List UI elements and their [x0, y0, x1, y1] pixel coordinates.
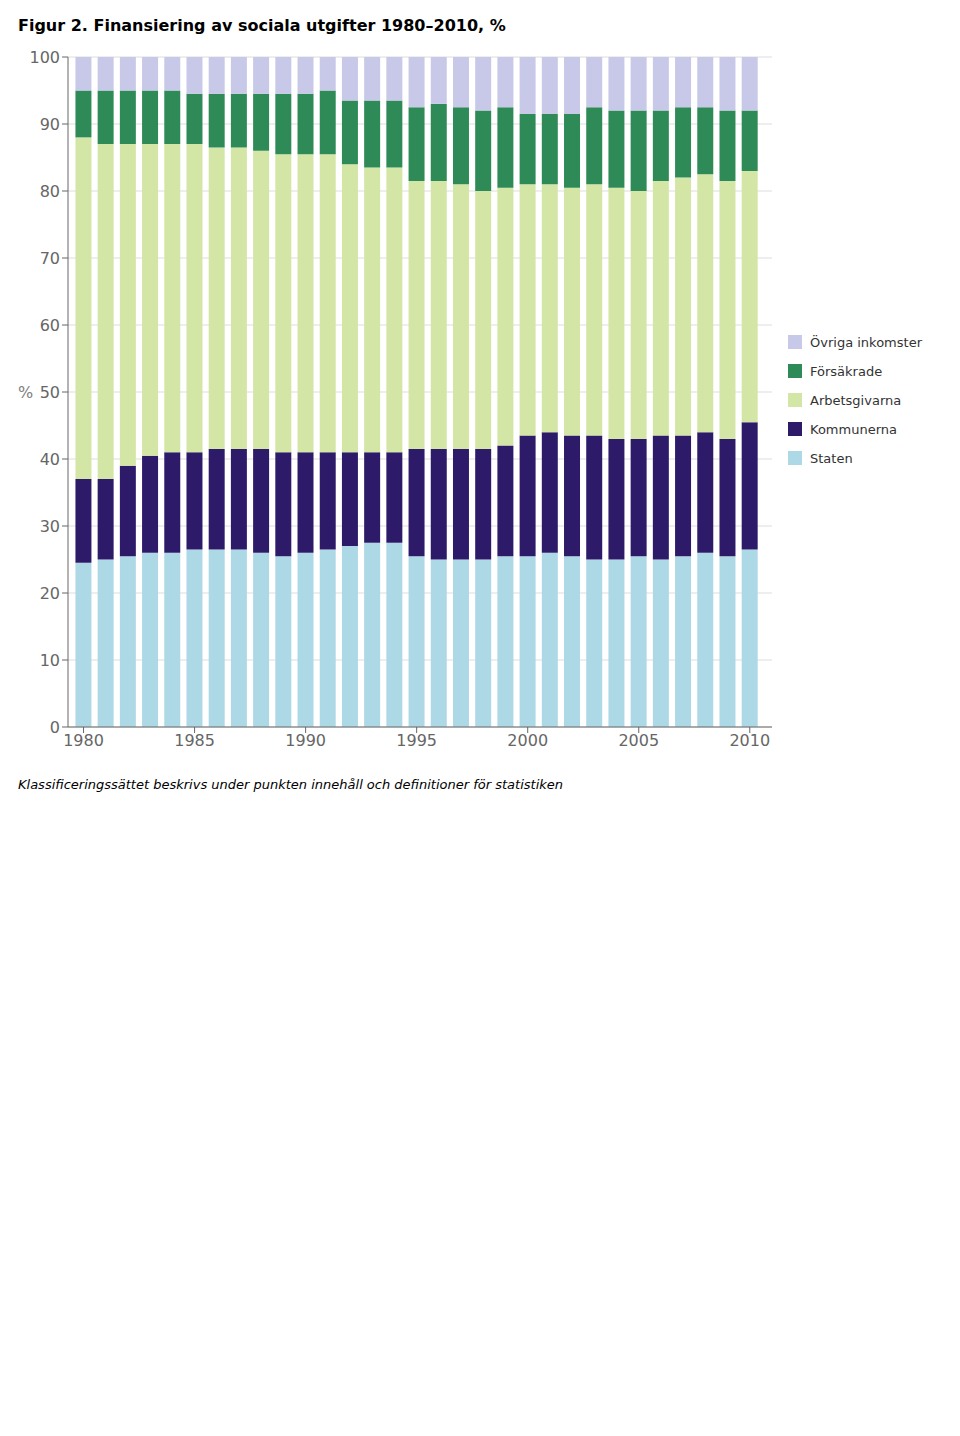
svg-text:50: 50: [40, 383, 60, 402]
svg-text:90: 90: [40, 115, 60, 134]
svg-text:1995: 1995: [396, 731, 437, 750]
svg-text:2005: 2005: [618, 731, 659, 750]
svg-text:10: 10: [40, 651, 60, 670]
svg-text:0: 0: [50, 718, 60, 737]
html-text:Klassificeringssättet beskrivs: Klassificeringssättet beskrivs under pun…: [18, 777, 563, 792]
svg-text:2010: 2010: [729, 731, 770, 750]
html-text:Arbetsgivarna: Arbetsgivarna: [810, 392, 902, 408]
svg-text:2000: 2000: [507, 731, 548, 750]
svg-text:1985: 1985: [174, 731, 215, 750]
svg-text:70: 70: [40, 249, 60, 268]
svg-text:1990: 1990: [285, 731, 326, 750]
svg-text:60: 60: [40, 316, 60, 335]
svg-text:20: 20: [40, 584, 60, 603]
svg-text:1980: 1980: [63, 731, 104, 750]
html-text:Övriga inkomster: Övriga inkomster: [810, 334, 922, 350]
svg-text:80: 80: [40, 182, 60, 201]
svg-text:%: %: [18, 383, 33, 402]
html-text:Staten: Staten: [810, 450, 853, 466]
html-text:Försäkrade: Försäkrade: [810, 363, 883, 379]
svg-text:30: 30: [40, 517, 60, 536]
html-text:Figur 2. Finansiering av socia: Figur 2. Finansiering av sociala utgifte…: [18, 16, 506, 35]
svg-text:100: 100: [29, 48, 60, 67]
svg-text:40: 40: [40, 450, 60, 469]
html-text:Kommunerna: Kommunerna: [810, 421, 897, 437]
